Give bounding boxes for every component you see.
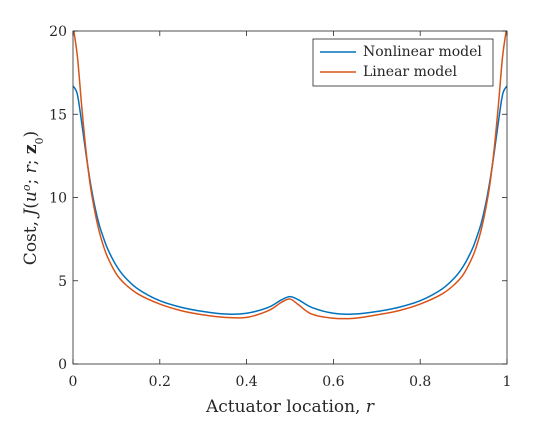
legend: Nonlinear model Linear model	[312, 38, 494, 87]
x-tick-label: 1	[503, 374, 512, 390]
legend-label-nonlinear: Nonlinear model	[363, 44, 482, 60]
x-tick-label: 0.6	[322, 374, 344, 390]
legend-box	[312, 38, 494, 87]
y-tick-label: 5	[58, 274, 67, 290]
y-axis-label: Cost, J(uo; r; z0)	[20, 131, 46, 265]
y-tick-label: 0	[58, 357, 67, 373]
y-tick-label: 20	[49, 24, 67, 40]
series-line-nonlinear-model	[73, 85, 507, 315]
plot-area	[73, 31, 507, 364]
y-tick-label: 15	[49, 107, 67, 123]
x-tick-label: 0.2	[149, 374, 171, 390]
series-line-linear-model	[73, 31, 507, 320]
x-tick-label: 0.4	[235, 374, 257, 390]
y-tick-label: 10	[49, 191, 67, 207]
x-tick-label: 0.8	[409, 374, 431, 390]
x-axis-label: Actuator location, r	[205, 397, 375, 417]
x-tick-label: 0	[69, 374, 78, 390]
legend-label-linear: Linear model	[363, 64, 458, 80]
